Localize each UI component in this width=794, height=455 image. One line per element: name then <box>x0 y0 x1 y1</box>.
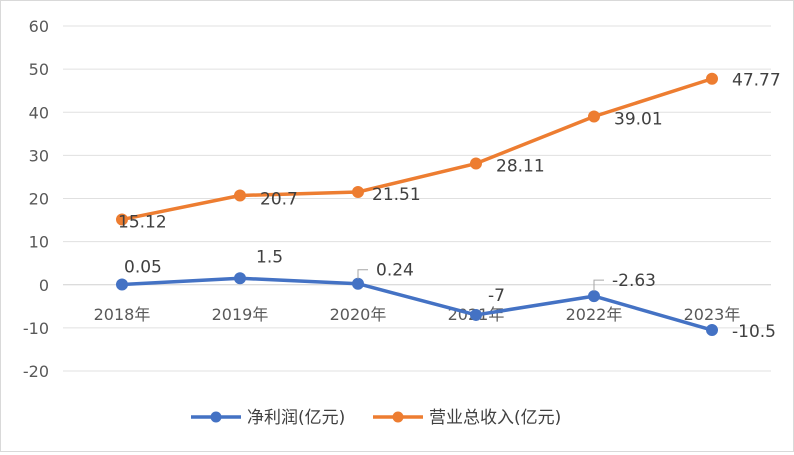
x-tick-label: 2022年 <box>566 305 623 324</box>
data-label: 21.51 <box>372 185 421 205</box>
data-point <box>588 290 600 303</box>
y-tick-label: 0 <box>39 276 49 295</box>
y-tick-label: 50 <box>29 60 49 79</box>
x-tick-label: 2020年 <box>330 305 387 324</box>
x-tick-label: 2018年 <box>94 305 151 324</box>
data-point <box>352 185 364 198</box>
series-line <box>120 276 714 332</box>
y-tick-label: 20 <box>29 190 49 209</box>
data-label: 0.24 <box>376 261 414 281</box>
series-line <box>120 76 714 222</box>
y-tick-label: 40 <box>29 103 49 122</box>
label-leader-line <box>593 279 604 292</box>
data-point <box>588 110 600 123</box>
data-point <box>706 324 718 337</box>
data-point <box>470 157 482 170</box>
data-point <box>234 189 246 202</box>
legend-label: 净利润(亿元) <box>247 408 345 428</box>
data-label: 15.12 <box>118 213 167 233</box>
y-tick-label: -20 <box>23 362 49 381</box>
data-label: 0.05 <box>124 258 162 278</box>
data-point <box>352 277 364 290</box>
data-label: 47.77 <box>732 71 781 91</box>
y-tick-label: -10 <box>23 319 49 338</box>
data-label: -7 <box>488 286 505 306</box>
data-point <box>234 272 246 285</box>
y-tick-label: 60 <box>29 17 49 36</box>
data-point <box>116 213 128 226</box>
data-label: 20.7 <box>260 189 298 209</box>
y-tick-label: 30 <box>29 146 49 165</box>
x-tick-label: 2023年 <box>684 305 741 324</box>
x-tick-label: 2019年 <box>212 305 269 324</box>
label-leader-line <box>357 269 368 279</box>
legend-label: 营业总收入(亿元) <box>429 408 561 428</box>
legend-swatch-marker <box>392 411 404 423</box>
data-label: 39.01 <box>614 110 663 130</box>
y-tick-label: 10 <box>29 233 49 252</box>
data-label: -10.5 <box>732 322 776 342</box>
data-label: -2.63 <box>612 271 656 291</box>
legend-swatch-marker <box>210 411 222 423</box>
data-point <box>470 308 482 321</box>
data-label: 28.11 <box>496 157 545 177</box>
data-label: 1.5 <box>256 247 283 267</box>
data-point <box>116 278 128 291</box>
data-point <box>706 72 718 85</box>
